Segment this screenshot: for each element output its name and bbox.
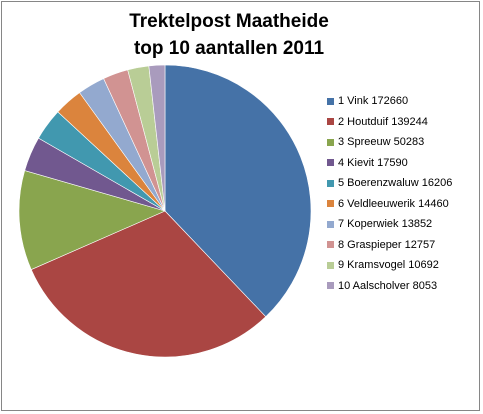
pie-slice-10 xyxy=(148,64,166,212)
legend-swatch-3 xyxy=(327,138,334,146)
legend-item-4: 4 Kievit 17590 xyxy=(327,153,477,174)
legend-label-7: 7 Koperwiek 13852 xyxy=(338,218,433,231)
legend-label-4: 4 Kievit 17590 xyxy=(338,156,408,169)
legend-item-9: 9 Kramsvogel 10692 xyxy=(327,255,477,276)
legend-swatch-10 xyxy=(327,282,334,290)
legend-label-1: 1 Vink 172660 xyxy=(338,95,409,108)
legend-item-6: 6 Veldleeuwerik 14460 xyxy=(327,194,477,215)
chart-title-line-1: Trektelpost Maatheide xyxy=(129,11,329,32)
legend-swatch-2 xyxy=(327,118,334,126)
legend-item-3: 3 Spreeuw 50283 xyxy=(327,132,477,153)
legend-item-2: 2 Houtduif 139244 xyxy=(327,112,477,133)
pie-slice-3 xyxy=(18,170,166,270)
legend-label-2: 2 Houtduif 139244 xyxy=(338,115,428,128)
legend-label-3: 3 Spreeuw 50283 xyxy=(338,136,425,149)
chart-title-line-2: top 10 aantallen 2011 xyxy=(133,38,325,59)
chart-title: Trektelpost Maatheide top 10 aantallen 2… xyxy=(0,8,458,62)
legend-item-5: 5 Boerenzwaluw 16206 xyxy=(327,173,477,194)
legend-item-1: 1 Vink 172660 xyxy=(327,91,477,112)
legend-item-10: 10 Aalscholver 8053 xyxy=(327,276,477,297)
legend-swatch-5 xyxy=(327,179,334,187)
legend-item-8: 8 Graspieper 12757 xyxy=(327,235,477,256)
legend-item-7: 7 Koperwiek 13852 xyxy=(327,214,477,235)
legend: 1 Vink 172660 2 Houtduif 139244 3 Spreeuw … xyxy=(327,91,477,296)
legend-swatch-4 xyxy=(327,159,334,167)
legend-swatch-8 xyxy=(327,241,334,249)
legend-swatch-9 xyxy=(327,261,334,269)
legend-label-6: 6 Veldleeuwerik 14460 xyxy=(338,197,449,210)
legend-swatch-7 xyxy=(327,220,334,228)
pie-slice-1 xyxy=(164,64,312,318)
legend-label-9: 9 Kramsvogel 10692 xyxy=(338,259,439,272)
legend-label-10: 10 Aalscholver 8053 xyxy=(338,279,438,292)
legend-label-5: 5 Boerenzwaluw 16206 xyxy=(338,177,453,190)
legend-swatch-6 xyxy=(327,200,334,208)
pie-slice-2 xyxy=(30,210,267,358)
legend-label-8: 8 Graspieper 12757 xyxy=(338,238,436,251)
legend-swatch-1 xyxy=(327,97,334,105)
